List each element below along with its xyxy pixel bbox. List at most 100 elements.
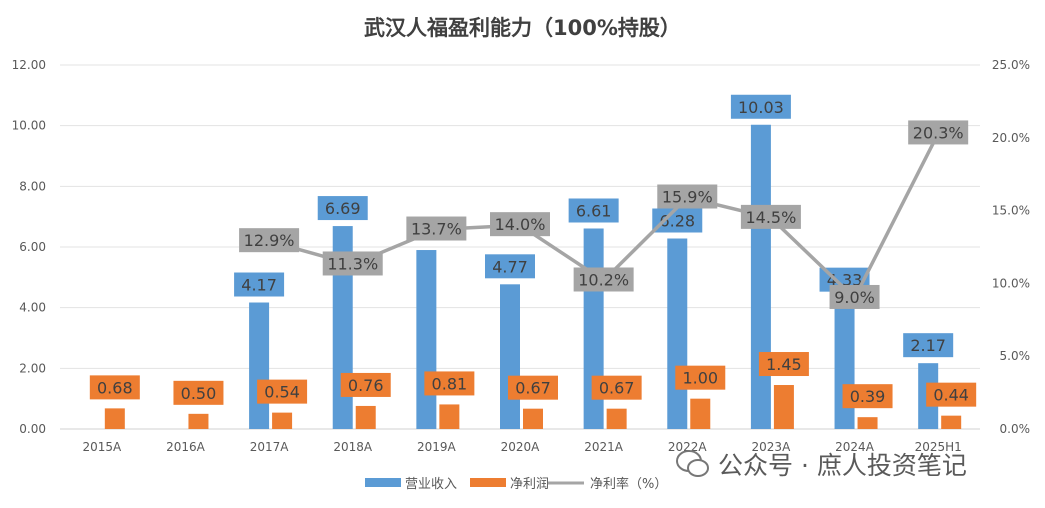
net-profit-bar [104, 408, 125, 429]
revenue-label-box [234, 272, 285, 297]
x-tick: 2015A [82, 440, 122, 454]
net-profit-label: 0.39 [850, 387, 886, 406]
net-profit-label-box [173, 380, 224, 405]
net-margin-label-box [829, 284, 880, 309]
revenue-label-box [903, 333, 954, 358]
x-tick: 2021A [584, 440, 624, 454]
revenue-label-box [652, 208, 703, 233]
y-left-tick: 4.00 [19, 301, 46, 315]
net-profit-bar [606, 408, 627, 429]
net-profit-label-box [340, 372, 391, 397]
y-left-tick: 2.00 [19, 361, 46, 375]
net-profit-bar [690, 398, 711, 429]
net-margin-label: 20.3% [913, 123, 964, 142]
net-profit-bar [439, 404, 460, 429]
chart-title: 武汉人福盈利能力（100%持股） [364, 16, 681, 40]
y-left-tick: 8.00 [19, 179, 46, 193]
net-margin-label-box [740, 204, 801, 229]
watermark: 公众号 · 庶人投资笔记 [676, 446, 967, 482]
net-profit-label: 0.44 [933, 386, 969, 405]
y-right-tick: 25.0% [992, 58, 1030, 72]
net-profit-label-box [508, 375, 558, 400]
y-left-tick: 0.00 [19, 422, 46, 436]
y-right-tick: 5.0% [1000, 349, 1031, 363]
legend-net-margin: 净利率（%） [590, 476, 667, 492]
net-profit-bar [355, 405, 376, 429]
legend-net-profit-swatch [470, 478, 506, 487]
legend-revenue: 营业收入 [405, 477, 457, 492]
net-profit-label: 0.68 [97, 378, 133, 397]
y-right-tick: 0.0% [1000, 422, 1031, 436]
net-profit-label-box [89, 375, 140, 400]
net-profit-label-box [758, 352, 809, 377]
net-profit-bar [857, 417, 878, 429]
net-profit-label: 0.50 [181, 384, 217, 403]
net-margin-label: 11.3% [327, 254, 378, 273]
net-profit-bar [523, 408, 543, 429]
net-margin-label: 12.9% [244, 231, 295, 250]
x-tick: 2025H1 [915, 440, 962, 454]
revenue-label-box [485, 254, 535, 279]
net-profit-label-box [675, 365, 726, 390]
net-margin-label-box [657, 184, 718, 209]
net-margin-label: 14.5% [745, 208, 796, 227]
x-tick: 2023A [752, 440, 792, 454]
revenue-bar [249, 302, 270, 429]
y-right-tick: 20.0% [992, 131, 1030, 145]
revenue-bar [834, 297, 855, 429]
net-profit-label: 1.00 [682, 369, 718, 388]
revenue-label: 4.17 [241, 276, 277, 295]
watermark-text: 公众号 · 庶人投资笔记 [718, 451, 967, 480]
revenue-label: 4.33 [827, 271, 863, 290]
net-profit-label: 1.45 [766, 355, 802, 374]
revenue-label-box [317, 196, 368, 221]
revenue-label: 10.03 [738, 98, 784, 117]
net-profit-bar [188, 413, 209, 429]
net-profit-label: 0.67 [515, 379, 551, 398]
x-tick: 2017A [250, 440, 290, 454]
wechat-icon [676, 450, 709, 477]
net-margin-label-box [573, 267, 634, 292]
net-profit-label-box [926, 382, 977, 407]
y-left-tick: 6.00 [19, 240, 46, 254]
net-profit-label: 0.81 [432, 374, 468, 393]
x-tick: 2016A [166, 440, 206, 454]
net-profit-label-box [842, 384, 893, 409]
net-margin-label: 14.0% [495, 215, 546, 234]
revenue-label-box [568, 198, 619, 223]
y-left-tick: 12.00 [12, 58, 46, 72]
revenue-label: 4.77 [492, 257, 528, 276]
net-margin-label: 9.0% [834, 288, 875, 307]
x-tick: 2024A [835, 440, 875, 454]
net-margin-label: 10.2% [578, 270, 629, 289]
revenue-bar [416, 250, 437, 429]
net-margin-label-box [239, 228, 300, 253]
net-margin-label: 15.9% [662, 187, 713, 206]
revenue-label: 6.69 [325, 199, 361, 218]
revenue-bar [667, 238, 688, 429]
net-profit-label-box [257, 379, 308, 404]
revenue-bar [500, 284, 520, 429]
net-margin-label-box [322, 251, 383, 276]
revenue-label: 6.61 [576, 201, 612, 220]
net-margin-label-box [406, 216, 467, 241]
net-margin-label-box [490, 212, 550, 237]
net-margin-label: 13.7% [411, 220, 462, 239]
y-left-tick: 10.00 [12, 119, 46, 133]
net-profit-label-box [424, 371, 475, 396]
y-right-tick: 15.0% [992, 204, 1030, 218]
net-profit-bar [773, 385, 794, 429]
net-profit-bar [272, 412, 293, 429]
net-margin-label-box [908, 120, 969, 145]
revenue-label: 2.17 [910, 336, 946, 355]
x-tick: 2018A [333, 440, 373, 454]
x-tick: 2019A [417, 440, 457, 454]
revenue-bar [750, 124, 771, 430]
net-profit-label: 0.67 [599, 379, 635, 398]
net-profit-label-box [591, 375, 642, 400]
y-right-tick: 10.0% [992, 276, 1030, 290]
net-profit-label: 0.76 [348, 376, 384, 395]
x-tick: 2020A [501, 440, 541, 454]
